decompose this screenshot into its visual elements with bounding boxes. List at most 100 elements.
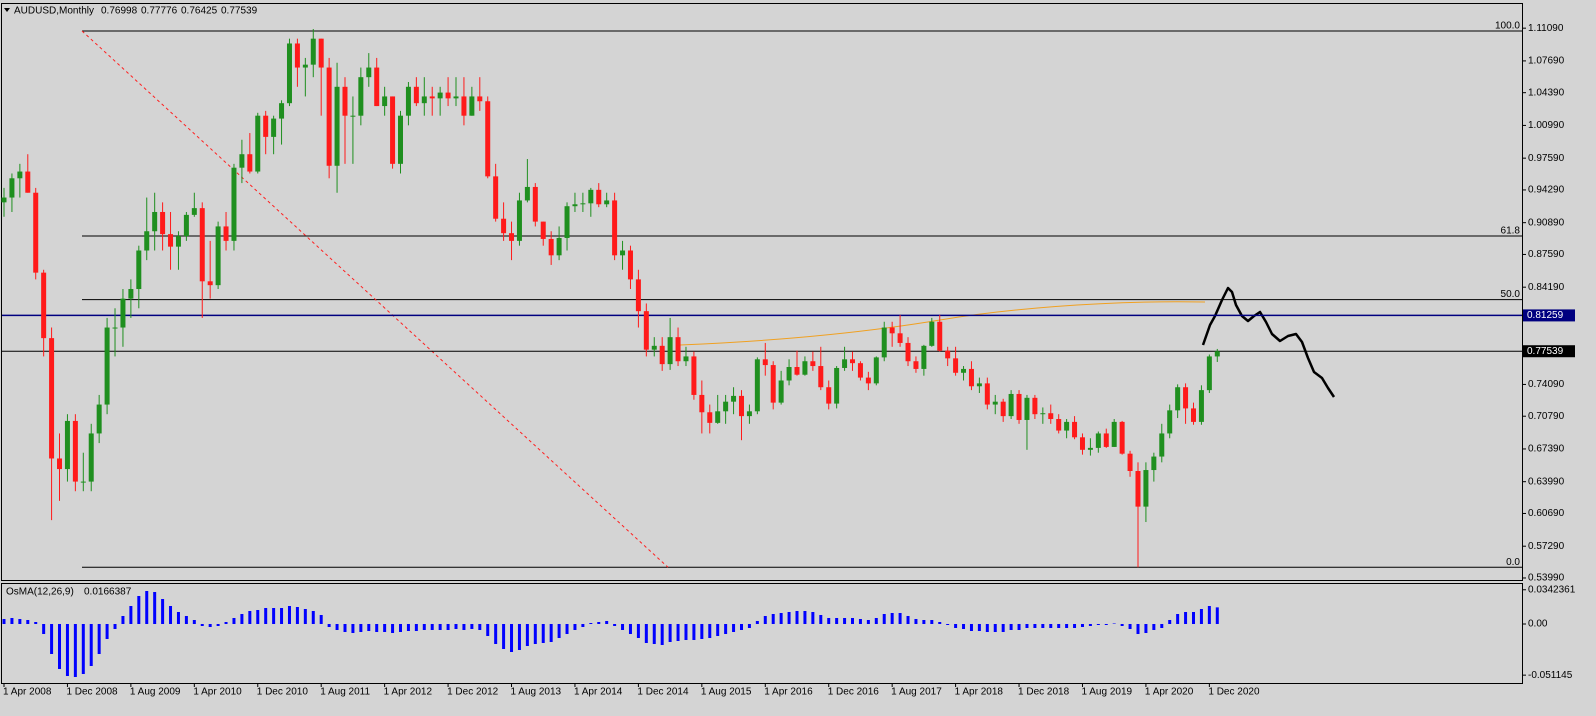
candle-body: [271, 118, 277, 137]
candle-body: [1024, 397, 1030, 420]
candle-body: [255, 115, 261, 172]
candle-body: [1079, 437, 1085, 450]
candle-body: [731, 395, 737, 402]
candle-body: [128, 289, 134, 299]
candle-body: [286, 43, 292, 104]
candle-body: [1206, 356, 1212, 391]
candle-body: [49, 338, 55, 459]
candle-body: [667, 337, 673, 365]
candle-body: [1135, 471, 1141, 507]
candle-body: [152, 211, 158, 232]
x-tick-label: 1 Aug 2013: [511, 687, 562, 698]
candle-body: [64, 420, 70, 470]
candle-body: [1008, 393, 1014, 417]
y-tick-label: 0.57290: [1528, 541, 1565, 552]
candle-body: [160, 211, 166, 235]
candle-body: [1159, 433, 1165, 457]
y-tick-label: 0.74090: [1528, 379, 1565, 390]
y-tick-label: 1.04390: [1528, 87, 1565, 98]
candle-body: [493, 176, 499, 219]
candle-body: [461, 96, 467, 116]
candle-body: [453, 96, 459, 99]
price-box-label: 0.81259: [1527, 310, 1564, 321]
y-tick-label: 1.11090: [1528, 23, 1564, 34]
candle-body: [723, 401, 729, 412]
x-tick-label: 1 Aug 2009: [130, 687, 181, 698]
candle-body: [279, 103, 285, 119]
candle-body: [1198, 390, 1204, 422]
candle-body: [897, 333, 903, 343]
candle-body: [136, 250, 142, 290]
candle-body: [984, 383, 990, 405]
price-box: [1523, 309, 1575, 322]
candle-body: [929, 321, 935, 346]
candle-body: [168, 234, 174, 247]
candle-body: [1040, 413, 1046, 415]
y-tick-label: 0.63990: [1528, 476, 1565, 487]
x-tick-label: 1 Dec 2008: [66, 687, 118, 698]
candle-body: [1151, 456, 1157, 471]
candle-body: [1064, 421, 1070, 431]
price-box: [1523, 345, 1575, 358]
candle-body: [1087, 447, 1093, 450]
candle-body: [247, 154, 253, 172]
candle-body: [207, 281, 213, 286]
candle-body: [445, 92, 451, 99]
candle-body: [1048, 413, 1054, 420]
chart-title: AUDUSD,Monthly: [14, 6, 94, 17]
fib-label: 100.0: [1495, 21, 1520, 32]
candle-body: [651, 345, 657, 350]
candle-body: [1175, 387, 1181, 411]
candle-body: [604, 200, 610, 205]
candle-body: [612, 200, 618, 256]
candle-body: [826, 387, 832, 404]
y-tick-label: 1.00990: [1528, 120, 1565, 131]
candle-body: [540, 221, 546, 239]
y-tick-label: 0.70790: [1528, 411, 1565, 422]
candle-body: [976, 383, 982, 387]
y-tick-label: 0.60690: [1528, 508, 1565, 519]
candle-body: [699, 394, 705, 413]
indicator-panel-border: [1, 583, 1523, 684]
x-tick-label: 1 Apr 2016: [764, 687, 813, 698]
candle-body: [738, 395, 744, 417]
candle-body: [390, 96, 396, 164]
candle-body: [850, 359, 856, 364]
x-tick-label: 1 Dec 2018: [1018, 687, 1070, 698]
candle-body: [382, 96, 388, 107]
candle-body: [524, 186, 530, 201]
candle-body: [937, 321, 943, 351]
candle-body: [643, 311, 649, 350]
indicator-name: OsMA(12,26,9): [6, 587, 74, 598]
candle-body: [334, 86, 340, 166]
candle-body: [794, 367, 800, 375]
candle-body: [627, 250, 633, 280]
candle-body: [437, 92, 443, 99]
candle-body: [310, 38, 316, 65]
candle-body: [913, 361, 919, 369]
candle-body: [1, 197, 7, 203]
candle-body: [572, 204, 578, 207]
candle-body: [532, 186, 538, 222]
candle-body: [33, 192, 39, 273]
indicator-y-tick-label: 0.0342361: [1528, 584, 1576, 595]
x-tick-label: 1 Dec 2010: [257, 687, 309, 698]
y-tick-label: 0.87590: [1528, 249, 1565, 260]
header-open: 0.76998: [101, 6, 138, 17]
candle-body: [842, 359, 848, 368]
candle-body: [715, 411, 721, 423]
candle-body: [144, 231, 150, 251]
candle-body: [786, 367, 792, 381]
candle-body: [1095, 433, 1101, 448]
candle-body: [945, 350, 951, 359]
candle-body: [366, 67, 372, 78]
candle-body: [509, 233, 515, 241]
candle-body: [881, 327, 887, 358]
candle-body: [223, 226, 229, 241]
x-tick-label: 1 Apr 2010: [193, 687, 242, 698]
candle-body: [175, 236, 181, 247]
candle-body: [413, 86, 419, 104]
fib-label: 50.0: [1501, 289, 1521, 300]
candle-body: [485, 101, 491, 177]
